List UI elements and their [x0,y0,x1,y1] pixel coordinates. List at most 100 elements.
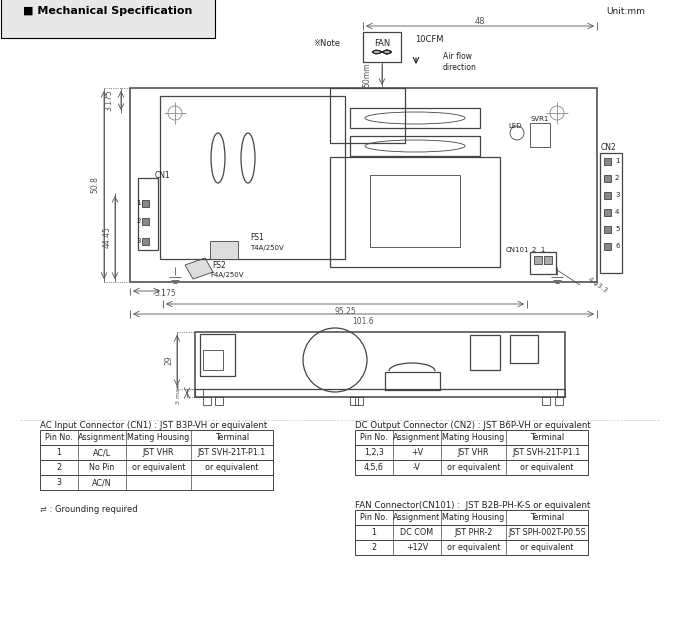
Bar [330,88,405,143]
Text: FS2: FS2 [212,261,226,269]
Bar [8,5,18,16]
Text: 29: 29 [165,355,173,365]
Text: Pin No.: Pin No. [45,433,73,442]
Bar [530,252,556,274]
Text: 2  1: 2 1 [532,247,545,253]
Bar [600,153,622,273]
Text: CN2: CN2 [601,144,617,153]
Text: or equivalent: or equivalent [132,463,185,472]
Text: JST SVH-21T-P1.1: JST SVH-21T-P1.1 [198,448,266,457]
Text: 50.8: 50.8 [90,176,99,193]
Text: 101.6: 101.6 [353,317,374,325]
Bar [200,334,235,376]
Text: JST VHR: JST VHR [143,448,174,457]
Text: 2: 2 [137,218,141,224]
Text: 1: 1 [56,448,61,457]
Bar [195,332,565,397]
Text: ※Note: ※Note [313,40,340,48]
Bar [350,136,480,156]
Bar [557,389,565,397]
Text: or equivalent: or equivalent [447,463,500,472]
Text: +12V: +12V [406,543,428,552]
Bar [530,123,550,147]
Bar [138,178,158,250]
Text: or equivalent: or equivalent [520,543,574,552]
Bar [355,397,363,405]
Text: 2: 2 [56,463,62,472]
Text: CN101: CN101 [505,247,529,253]
Text: JST SVH-21T-P1.1: JST SVH-21T-P1.1 [513,448,581,457]
Text: 5: 5 [615,226,619,232]
Text: Mating Housing: Mating Housing [127,433,190,442]
Text: DC COM: DC COM [401,528,434,537]
Text: 1: 1 [615,158,619,164]
Bar [363,32,401,62]
Text: T4A/250V: T4A/250V [250,245,284,251]
Bar [555,397,563,405]
Bar [350,108,480,128]
Bar [160,96,345,259]
Text: ■ Mechanical Specification: ■ Mechanical Specification [23,6,192,16]
Text: JST SPH-002T-P0.5S: JST SPH-002T-P0.5S [508,528,586,537]
Bar [385,372,440,390]
Text: 3: 3 [137,238,141,244]
Text: Assignment: Assignment [393,433,441,442]
Text: 3.175: 3.175 [154,288,176,298]
Text: Terminal: Terminal [215,433,249,442]
Text: 1: 1 [371,528,377,537]
Text: or equivalent: or equivalent [205,463,258,472]
Text: AC/L: AC/L [93,448,111,457]
Text: 1: 1 [137,200,141,206]
Text: 3: 3 [615,192,619,198]
Text: FAN Connector(CN101) :  JST B2B-PH-K-S or equivalent: FAN Connector(CN101) : JST B2B-PH-K-S or… [355,501,590,509]
Bar [142,200,149,207]
Bar [355,445,588,460]
Bar [203,350,223,370]
Bar [210,241,238,259]
Text: Terminal: Terminal [530,513,564,522]
Bar [355,510,588,525]
Text: 4,5,6: 4,5,6 [364,463,384,472]
Text: -V: -V [413,463,421,472]
Bar [604,158,611,165]
Text: Pin No.: Pin No. [360,433,388,442]
Text: FAN: FAN [374,40,390,48]
Polygon shape [185,258,213,279]
Bar [355,430,588,445]
Bar [604,192,611,199]
Bar [195,389,203,397]
Text: Assignment: Assignment [393,513,441,522]
Text: No Pin: No Pin [89,463,115,472]
Bar [542,397,550,405]
Text: Air flow
direction: Air flow direction [443,52,477,72]
Text: JST PHR-2: JST PHR-2 [454,528,493,537]
Bar [604,226,611,233]
Text: 48: 48 [475,16,486,26]
Text: ≓ : Grounding required: ≓ : Grounding required [40,506,137,514]
Bar [604,209,611,216]
Text: 3: 3 [56,478,61,487]
Bar [142,218,149,225]
Text: 1,2,3: 1,2,3 [364,448,384,457]
Text: or equivalent: or equivalent [447,543,500,552]
Text: 50mm: 50mm [362,63,371,87]
Bar [142,238,149,245]
Text: DC Output Connector (CN2) : JST B6P-VH or equivalent: DC Output Connector (CN2) : JST B6P-VH o… [355,421,591,430]
Bar [350,397,358,405]
Text: Unit:mm: Unit:mm [606,6,645,16]
Bar [544,256,552,264]
Bar [40,475,273,490]
Bar [534,256,542,264]
Text: 95.25: 95.25 [334,306,356,315]
Bar [370,175,460,247]
Text: 2: 2 [371,543,377,552]
Bar [355,525,588,540]
Text: FS1: FS1 [250,234,264,242]
Text: Terminal: Terminal [530,433,564,442]
Text: 10CFM: 10CFM [415,36,443,45]
Text: 44.45: 44.45 [103,227,112,249]
Bar [330,157,500,267]
Text: JST VHR: JST VHR [458,448,489,457]
Text: AC/N: AC/N [92,478,112,487]
Bar [215,397,223,405]
